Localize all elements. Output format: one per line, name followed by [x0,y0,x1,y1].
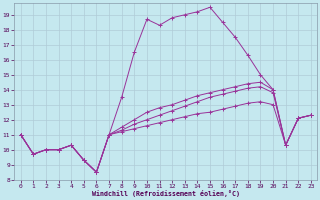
X-axis label: Windchill (Refroidissement éolien,°C): Windchill (Refroidissement éolien,°C) [92,190,240,197]
